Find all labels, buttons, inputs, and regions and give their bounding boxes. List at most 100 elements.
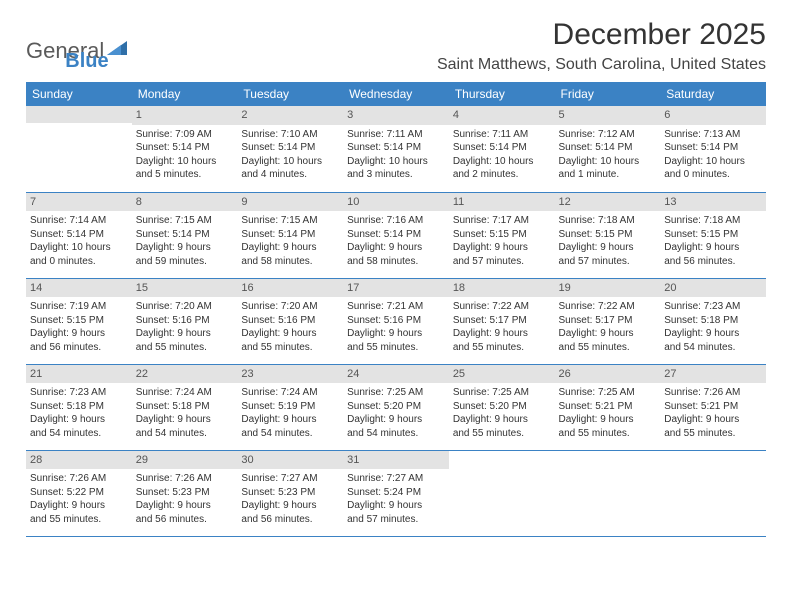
day-cell: 17Sunrise: 7:21 AMSunset: 5:16 PMDayligh… <box>343 278 449 364</box>
daylight-text: and 54 minutes. <box>347 427 445 441</box>
sunset-text: Sunset: 5:14 PM <box>347 141 445 155</box>
day-header-sun: Sunday <box>26 82 132 106</box>
day-cell: 31Sunrise: 7:27 AMSunset: 5:24 PMDayligh… <box>343 450 449 536</box>
day-number: 31 <box>343 451 449 470</box>
day-cell: 9Sunrise: 7:15 AMSunset: 5:14 PMDaylight… <box>237 192 343 278</box>
daylight-text: Daylight: 9 hours <box>559 413 657 427</box>
day-header-wed: Wednesday <box>343 82 449 106</box>
empty-day-bar <box>26 106 132 123</box>
day-header-row: Sunday Monday Tuesday Wednesday Thursday… <box>26 82 766 106</box>
daylight-text: Daylight: 9 hours <box>347 241 445 255</box>
sunrise-text: Sunrise: 7:22 AM <box>559 300 657 314</box>
day-number: 16 <box>237 279 343 298</box>
daylight-text: Daylight: 9 hours <box>664 327 762 341</box>
daylight-text: and 58 minutes. <box>347 255 445 269</box>
daylight-text: and 0 minutes. <box>30 255 128 269</box>
sunset-text: Sunset: 5:14 PM <box>241 141 339 155</box>
sunrise-text: Sunrise: 7:16 AM <box>347 214 445 228</box>
daylight-text: Daylight: 9 hours <box>241 499 339 513</box>
day-number: 15 <box>132 279 238 298</box>
day-number: 1 <box>132 106 238 125</box>
sunrise-text: Sunrise: 7:24 AM <box>241 386 339 400</box>
day-cell: 1Sunrise: 7:09 AMSunset: 5:14 PMDaylight… <box>132 106 238 192</box>
sunrise-text: Sunrise: 7:21 AM <box>347 300 445 314</box>
day-cell: 25 Sunrise: 7:25 AMSunset: 5:20 PMDayligh… <box>449 364 555 450</box>
sunset-text: Sunset: 5:16 PM <box>136 314 234 328</box>
day-cell <box>555 450 661 536</box>
sunrise-text: Sunrise: 7:26 AM <box>136 472 234 486</box>
day-header-fri: Friday <box>555 82 661 106</box>
daylight-text: Daylight: 9 hours <box>241 327 339 341</box>
day-cell: 16Sunrise: 7:20 AMSunset: 5:16 PMDayligh… <box>237 278 343 364</box>
sunset-text: Sunset: 5:15 PM <box>30 314 128 328</box>
day-number: 27 <box>660 365 766 384</box>
day-cell: 29Sunrise: 7:26 AMSunset: 5:23 PMDayligh… <box>132 450 238 536</box>
sunset-text: Sunset: 5:18 PM <box>664 314 762 328</box>
sunset-text: Sunset: 5:22 PM <box>30 486 128 500</box>
daylight-text: and 55 minutes. <box>30 513 128 527</box>
calendar-page: General Blue December 2025 Saint Matthew… <box>0 0 792 537</box>
week-row: 1Sunrise: 7:09 AMSunset: 5:14 PMDaylight… <box>26 106 766 192</box>
day-number: 25 <box>449 365 555 384</box>
day-cell: 28Sunrise: 7:26 AMSunset: 5:22 PMDayligh… <box>26 450 132 536</box>
day-cell <box>660 450 766 536</box>
day-header-thu: Thursday <box>449 82 555 106</box>
day-cell: 3Sunrise: 7:11 AMSunset: 5:14 PMDaylight… <box>343 106 449 192</box>
daylight-text: and 54 minutes. <box>241 427 339 441</box>
daylight-text: and 57 minutes. <box>559 255 657 269</box>
sunset-text: Sunset: 5:21 PM <box>559 400 657 414</box>
day-number: 5 <box>555 106 661 125</box>
day-cell: 20Sunrise: 7:23 AMSunset: 5:18 PMDayligh… <box>660 278 766 364</box>
daylight-text: Daylight: 9 hours <box>241 241 339 255</box>
sunrise-text: Sunrise: 7:22 AM <box>453 300 551 314</box>
day-number: 3 <box>343 106 449 125</box>
week-row: 21Sunrise: 7:23 AMSunset: 5:18 PMDayligh… <box>26 364 766 450</box>
day-header-tue: Tuesday <box>237 82 343 106</box>
day-cell: 27Sunrise: 7:26 AMSunset: 5:21 PMDayligh… <box>660 364 766 450</box>
day-cell: 18Sunrise: 7:22 AMSunset: 5:17 PMDayligh… <box>449 278 555 364</box>
sunrise-text: Sunrise: 7:25 AM <box>347 386 445 400</box>
day-cell: 11Sunrise: 7:17 AMSunset: 5:15 PMDayligh… <box>449 192 555 278</box>
sunrise-text: Sunrise: 7:15 AM <box>136 214 234 228</box>
day-cell: 24Sunrise: 7:25 AMSunset: 5:20 PMDayligh… <box>343 364 449 450</box>
sunset-text: Sunset: 5:21 PM <box>664 400 762 414</box>
daylight-text: and 55 minutes. <box>347 341 445 355</box>
daylight-text: and 57 minutes. <box>347 513 445 527</box>
title-block: December 2025 Saint Matthews, South Caro… <box>437 18 766 74</box>
day-cell: 2Sunrise: 7:10 AMSunset: 5:14 PMDaylight… <box>237 106 343 192</box>
sunset-text: Sunset: 5:15 PM <box>559 228 657 242</box>
day-cell: 13Sunrise: 7:18 AMSunset: 5:15 PMDayligh… <box>660 192 766 278</box>
day-cell: 15Sunrise: 7:20 AMSunset: 5:16 PMDayligh… <box>132 278 238 364</box>
day-header-mon: Monday <box>132 82 238 106</box>
daylight-text: and 55 minutes. <box>453 427 551 441</box>
sunrise-text: Sunrise: 7:25 AM <box>559 386 657 400</box>
sunrise-text: Sunrise: 7:19 AM <box>30 300 128 314</box>
day-number: 6 <box>660 106 766 125</box>
sunset-text: Sunset: 5:14 PM <box>136 228 234 242</box>
day-number: 21 <box>26 365 132 384</box>
day-number: 29 <box>132 451 238 470</box>
daylight-text: Daylight: 9 hours <box>453 327 551 341</box>
sunrise-text: Sunrise: 7:27 AM <box>347 472 445 486</box>
daylight-text: Daylight: 9 hours <box>559 241 657 255</box>
week-row: 14Sunrise: 7:19 AMSunset: 5:15 PMDayligh… <box>26 278 766 364</box>
daylight-text: Daylight: 9 hours <box>453 413 551 427</box>
sunset-text: Sunset: 5:17 PM <box>559 314 657 328</box>
daylight-text: and 54 minutes. <box>664 341 762 355</box>
sunset-text: Sunset: 5:18 PM <box>30 400 128 414</box>
sunrise-text: Sunrise: 7:25 AM <box>453 386 551 400</box>
daylight-text: Daylight: 9 hours <box>136 499 234 513</box>
daylight-text: Daylight: 9 hours <box>559 327 657 341</box>
header: General Blue December 2025 Saint Matthew… <box>26 18 766 74</box>
daylight-text: and 4 minutes. <box>241 168 339 182</box>
daylight-text: Daylight: 9 hours <box>347 327 445 341</box>
day-cell: 23Sunrise: 7:24 AMSunset: 5:19 PMDayligh… <box>237 364 343 450</box>
sunset-text: Sunset: 5:14 PM <box>241 228 339 242</box>
day-cell: 30Sunrise: 7:27 AMSunset: 5:23 PMDayligh… <box>237 450 343 536</box>
daylight-text: Daylight: 10 hours <box>347 155 445 169</box>
daylight-text: and 56 minutes. <box>136 513 234 527</box>
daylight-text: and 55 minutes. <box>559 341 657 355</box>
sunset-text: Sunset: 5:19 PM <box>241 400 339 414</box>
sunset-text: Sunset: 5:20 PM <box>453 400 551 414</box>
day-number: 11 <box>449 193 555 212</box>
